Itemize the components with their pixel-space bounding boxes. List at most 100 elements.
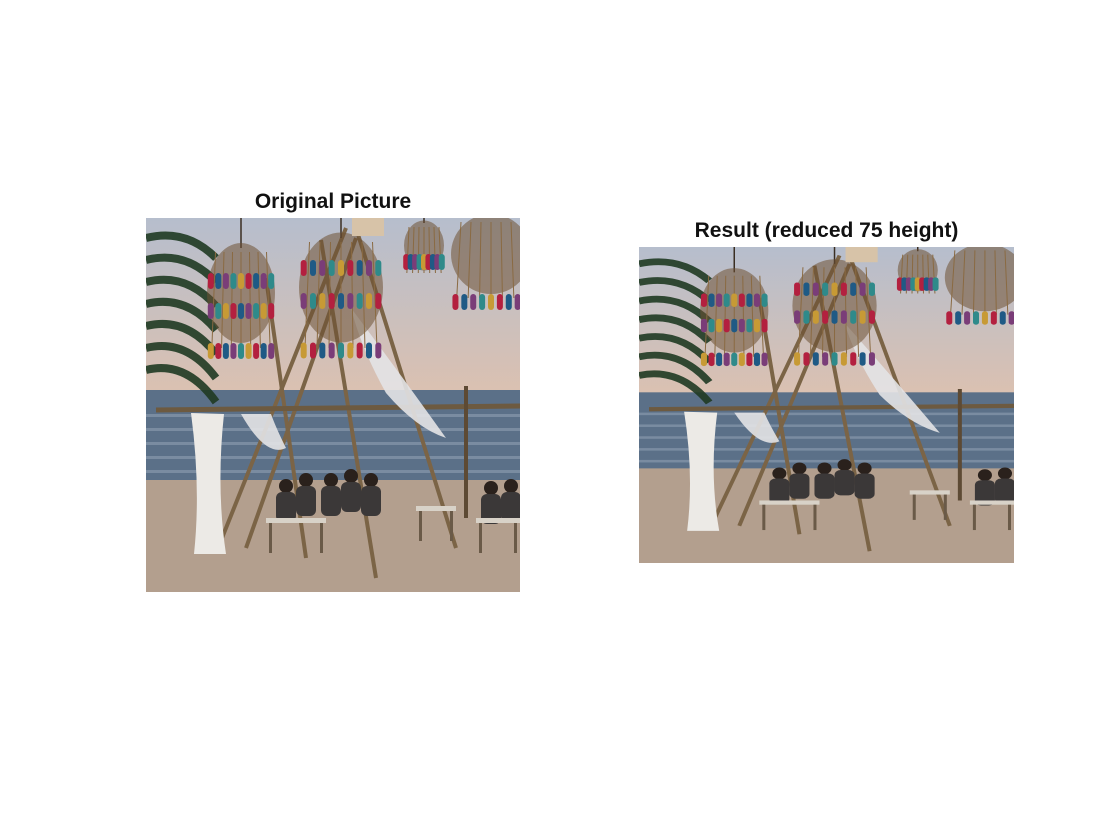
person-head bbox=[792, 462, 807, 475]
lantern-tassel bbox=[230, 273, 237, 289]
drape-cloth bbox=[241, 414, 286, 450]
lantern-tassel bbox=[268, 303, 275, 319]
lantern-tassel bbox=[761, 352, 768, 367]
lantern-rib bbox=[797, 267, 804, 357]
person-body bbox=[296, 486, 316, 516]
person-head bbox=[772, 467, 787, 480]
lantern-tassel bbox=[260, 303, 267, 319]
wave bbox=[639, 412, 1014, 416]
lantern-tassel bbox=[981, 311, 988, 325]
person-head bbox=[279, 479, 293, 493]
lantern-tassel bbox=[222, 303, 229, 319]
lantern-tassel bbox=[366, 342, 372, 359]
lantern-tassel bbox=[708, 293, 715, 307]
result-center-lantern bbox=[792, 247, 877, 366]
original-picture-image bbox=[146, 218, 520, 592]
lantern-tassel bbox=[222, 273, 229, 289]
lantern-tassel bbox=[479, 294, 486, 310]
person-head bbox=[299, 473, 313, 487]
lantern-tassel bbox=[338, 342, 344, 359]
lantern-tassel bbox=[253, 343, 260, 359]
lantern-tassel bbox=[738, 352, 745, 367]
lantern-rib bbox=[230, 251, 233, 349]
lantern-tassel bbox=[1008, 311, 1014, 325]
lantern-tassel bbox=[723, 293, 730, 307]
lantern-tassel bbox=[850, 352, 857, 366]
diners bbox=[266, 469, 520, 553]
lantern-tassel bbox=[438, 254, 445, 270]
lantern-tassel bbox=[268, 273, 275, 289]
lantern-tassel bbox=[973, 311, 980, 325]
palm-frond bbox=[146, 364, 220, 405]
lantern-tassel bbox=[238, 343, 244, 359]
lantern-tassel bbox=[850, 310, 857, 324]
lantern-tassel bbox=[803, 282, 810, 297]
lantern-tassel bbox=[831, 310, 838, 324]
lantern-tassel bbox=[328, 260, 335, 276]
table-leg bbox=[269, 523, 272, 553]
lantern-tassel bbox=[822, 282, 829, 297]
table-leg bbox=[1007, 504, 1011, 531]
lantern-rib bbox=[211, 251, 216, 349]
lantern-tassel bbox=[738, 318, 745, 333]
lantern-tassel bbox=[716, 318, 723, 333]
lantern-tassel bbox=[300, 342, 307, 359]
lantern-tassel bbox=[347, 293, 354, 309]
wave bbox=[146, 470, 520, 473]
lantern-tassel bbox=[310, 342, 316, 359]
lantern-tassel bbox=[230, 303, 237, 319]
table-top bbox=[416, 506, 456, 511]
lantern-tassel bbox=[812, 282, 819, 297]
table-leg bbox=[479, 523, 482, 553]
lantern-tassel bbox=[746, 293, 753, 307]
result-left-lantern bbox=[700, 247, 769, 367]
wave bbox=[146, 428, 520, 431]
lantern-tassel bbox=[859, 310, 866, 324]
person-body bbox=[501, 492, 520, 522]
lantern-rib bbox=[510, 221, 515, 299]
lantern-rib bbox=[750, 275, 755, 357]
lantern-rib bbox=[809, 267, 814, 357]
lantern-tassel bbox=[708, 318, 715, 333]
lantern-tassel bbox=[207, 273, 214, 289]
palm-frond bbox=[639, 351, 713, 385]
lantern-rib bbox=[972, 250, 976, 315]
lantern-rib bbox=[266, 251, 271, 349]
lantern-rib bbox=[249, 251, 252, 349]
person-head bbox=[977, 469, 992, 482]
lantern-tassel bbox=[831, 352, 838, 366]
lantern-tassel bbox=[761, 318, 768, 333]
person-head bbox=[817, 462, 832, 475]
lantern-tassel bbox=[716, 352, 723, 367]
lantern-tassel bbox=[375, 342, 382, 359]
lantern-rib bbox=[467, 221, 472, 299]
lantern-tassel bbox=[215, 343, 222, 359]
lantern-tassel bbox=[794, 352, 801, 366]
palm-frond bbox=[146, 342, 220, 381]
table-leg bbox=[972, 504, 976, 531]
person-body bbox=[361, 486, 381, 516]
lantern-tassel bbox=[238, 273, 244, 289]
lantern-tassel bbox=[328, 342, 335, 359]
lantern-tassel bbox=[840, 310, 847, 324]
drapes bbox=[191, 308, 446, 554]
lantern-rib bbox=[855, 267, 860, 357]
lantern-tassel bbox=[794, 310, 801, 324]
person-head bbox=[504, 479, 518, 493]
lantern-tassel bbox=[753, 318, 760, 333]
lantern-tassel bbox=[319, 342, 326, 359]
lantern-tassel bbox=[753, 352, 760, 367]
person-body bbox=[276, 492, 296, 522]
lantern-tassel bbox=[488, 294, 494, 310]
lantern-tassel bbox=[831, 282, 838, 297]
person-body bbox=[834, 470, 855, 496]
lantern-cage bbox=[451, 218, 520, 294]
person-head bbox=[344, 469, 358, 483]
drape-cloth bbox=[844, 323, 940, 433]
lantern-tassel bbox=[222, 343, 229, 359]
lantern-tassel bbox=[253, 273, 260, 289]
lantern-tassel bbox=[366, 260, 372, 276]
lantern-tassel bbox=[505, 294, 512, 310]
orig-left-lantern bbox=[207, 218, 275, 359]
lamp-shade bbox=[352, 218, 384, 236]
